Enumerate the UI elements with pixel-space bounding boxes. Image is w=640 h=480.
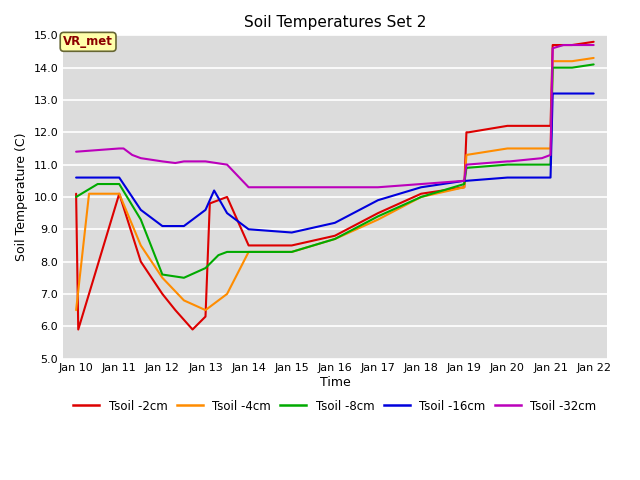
X-axis label: Time: Time <box>319 376 350 389</box>
Text: VR_met: VR_met <box>63 36 113 48</box>
Legend: Tsoil -2cm, Tsoil -4cm, Tsoil -8cm, Tsoil -16cm, Tsoil -32cm: Tsoil -2cm, Tsoil -4cm, Tsoil -8cm, Tsoi… <box>68 395 602 417</box>
Title: Soil Temperatures Set 2: Soil Temperatures Set 2 <box>244 15 426 30</box>
Y-axis label: Soil Temperature (C): Soil Temperature (C) <box>15 132 28 261</box>
